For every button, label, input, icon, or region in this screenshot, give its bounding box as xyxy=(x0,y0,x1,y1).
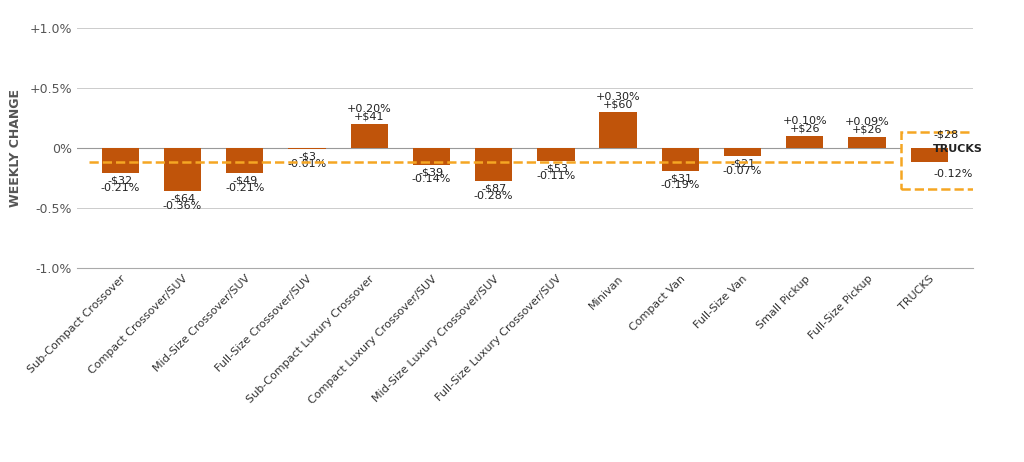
FancyBboxPatch shape xyxy=(901,132,986,189)
Text: +$60: +$60 xyxy=(603,99,633,109)
Text: -0.36%: -0.36% xyxy=(163,201,202,211)
Bar xyxy=(413,148,451,164)
Text: -0.12%: -0.12% xyxy=(933,170,973,179)
Text: -$49: -$49 xyxy=(232,176,257,185)
Text: -$32: -$32 xyxy=(108,176,133,185)
Text: -0.01%: -0.01% xyxy=(288,158,327,169)
Text: -$87: -$87 xyxy=(481,184,506,194)
Text: -0.14%: -0.14% xyxy=(412,174,452,184)
Text: +$41: +$41 xyxy=(354,111,384,122)
Text: -0.21%: -0.21% xyxy=(100,182,140,193)
Bar xyxy=(786,136,823,148)
Bar xyxy=(848,137,886,148)
Text: -$53: -$53 xyxy=(544,164,568,173)
Bar xyxy=(538,148,574,161)
Bar xyxy=(350,124,388,148)
Text: -0.19%: -0.19% xyxy=(660,180,700,190)
Text: +$26: +$26 xyxy=(790,123,820,134)
Text: -$39: -$39 xyxy=(419,167,444,177)
Text: -0.11%: -0.11% xyxy=(537,170,575,181)
Text: +0.20%: +0.20% xyxy=(347,104,391,114)
Text: -0.28%: -0.28% xyxy=(474,191,513,201)
Bar xyxy=(662,148,699,170)
Bar xyxy=(226,148,263,173)
Text: +0.10%: +0.10% xyxy=(782,116,827,126)
Bar xyxy=(910,148,948,162)
Bar xyxy=(289,148,326,149)
Bar xyxy=(910,148,948,162)
Text: -$64: -$64 xyxy=(170,194,196,203)
Bar xyxy=(599,112,637,148)
Text: -0.21%: -0.21% xyxy=(225,182,264,193)
Text: -$21: -$21 xyxy=(730,158,755,169)
Text: -0.07%: -0.07% xyxy=(723,166,762,176)
Y-axis label: WEEKLY CHANGE: WEEKLY CHANGE xyxy=(9,89,23,207)
Text: -$28: -$28 xyxy=(933,129,958,140)
Bar xyxy=(101,148,139,173)
Bar xyxy=(475,148,512,182)
Bar xyxy=(724,148,761,156)
Text: TRUCKS: TRUCKS xyxy=(933,144,983,154)
Text: +0.09%: +0.09% xyxy=(845,117,890,128)
Text: -$31: -$31 xyxy=(668,173,693,183)
Text: -$3: -$3 xyxy=(298,152,316,161)
Text: +0.30%: +0.30% xyxy=(596,92,640,102)
Bar xyxy=(164,148,202,191)
Text: +$26: +$26 xyxy=(852,125,883,134)
